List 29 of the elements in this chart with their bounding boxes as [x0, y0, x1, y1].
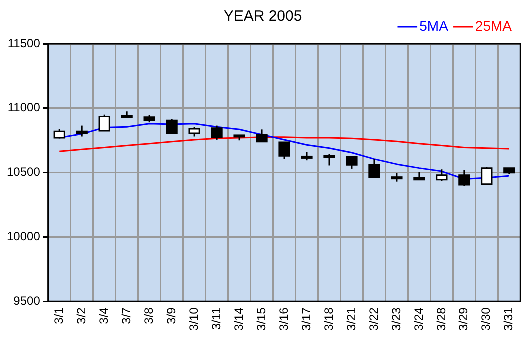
y-tick-label: 10500 [6, 165, 41, 180]
x-tick-label: 3/15 [254, 307, 268, 332]
x-tick-label: 3/10 [186, 307, 201, 332]
x-tick-label: 3/8 [142, 307, 156, 324]
x-tick-label: 3/23 [389, 307, 404, 332]
legend-label: 25MA [475, 18, 513, 34]
y-tick-label: 9500 [14, 294, 41, 308]
x-tick-label: 3/18 [322, 307, 336, 332]
x-tick-label: 3/4 [96, 307, 111, 324]
x-tick-label: 3/31 [502, 307, 516, 332]
legend-label: 5MA [420, 18, 450, 34]
x-tick-label: 3/16 [276, 307, 291, 332]
x-tick-label: 3/28 [434, 307, 448, 332]
chart-title: YEAR 2005 [224, 8, 302, 26]
x-tick-label: 3/29 [456, 307, 471, 332]
x-tick-label: 3/1 [52, 307, 66, 324]
x-tick-label: 3/24 [412, 307, 426, 332]
x-tick-label: 3/9 [164, 307, 178, 324]
x-tick-label: 3/22 [366, 307, 381, 332]
y-tick-label: 10000 [6, 230, 41, 244]
x-tick-label: 3/14 [232, 307, 246, 332]
x-tick-label: 3/2 [74, 307, 88, 324]
x-tick-label: 3/17 [299, 307, 314, 332]
x-tick-label: 3/11 [209, 307, 224, 330]
y-tick-label: 11000 [8, 100, 41, 115]
y-tick-label: 11500 [8, 36, 41, 50]
x-tick-label: 3/7 [119, 307, 134, 324]
x-tick-label: 3/21 [344, 307, 358, 332]
x-tick-label: 3/30 [479, 307, 494, 332]
